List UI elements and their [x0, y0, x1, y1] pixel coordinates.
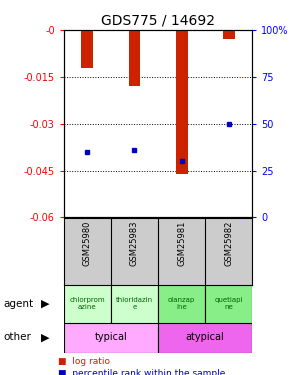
- Bar: [81, 30, 93, 68]
- Title: GDS775 / 14692: GDS775 / 14692: [101, 13, 215, 27]
- Text: GSM25982: GSM25982: [224, 221, 233, 266]
- Text: typical: typical: [95, 333, 127, 342]
- Bar: [128, 30, 140, 86]
- Text: thioridazin
e: thioridazin e: [116, 297, 153, 310]
- Text: agent: agent: [3, 299, 33, 309]
- Text: atypical: atypical: [186, 333, 224, 342]
- Bar: [176, 30, 188, 174]
- Text: ■  percentile rank within the sample: ■ percentile rank within the sample: [58, 369, 225, 375]
- Text: GSM25983: GSM25983: [130, 221, 139, 266]
- Text: quetiapi
ne: quetiapi ne: [215, 297, 243, 310]
- Bar: [64, 285, 111, 322]
- Bar: [158, 322, 252, 352]
- Text: GSM25980: GSM25980: [83, 221, 92, 266]
- Text: GSM25981: GSM25981: [177, 221, 186, 266]
- Text: ■  log ratio: ■ log ratio: [58, 357, 110, 366]
- Text: olanzap
ine: olanzap ine: [168, 297, 195, 310]
- Bar: [111, 285, 158, 322]
- Text: chlorprom
azine: chlorprom azine: [70, 297, 105, 310]
- Text: other: other: [3, 333, 31, 342]
- Bar: [64, 322, 158, 352]
- Text: ▶: ▶: [41, 299, 49, 309]
- Text: ▶: ▶: [41, 333, 49, 342]
- Bar: [158, 285, 205, 322]
- Bar: [205, 285, 252, 322]
- Bar: [223, 30, 235, 39]
